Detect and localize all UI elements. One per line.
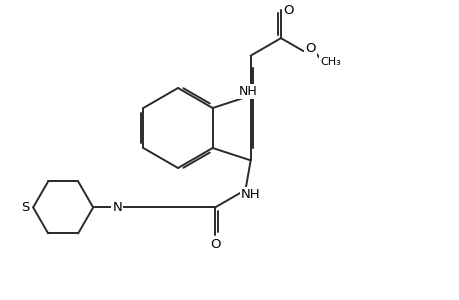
Text: O: O (283, 4, 294, 16)
Text: NH: NH (240, 188, 260, 201)
Text: O: O (209, 238, 220, 251)
Text: N: N (112, 201, 122, 214)
Text: S: S (21, 201, 29, 214)
Text: CH₃: CH₃ (319, 57, 340, 67)
Text: NH: NH (238, 85, 257, 98)
Text: O: O (305, 42, 315, 55)
